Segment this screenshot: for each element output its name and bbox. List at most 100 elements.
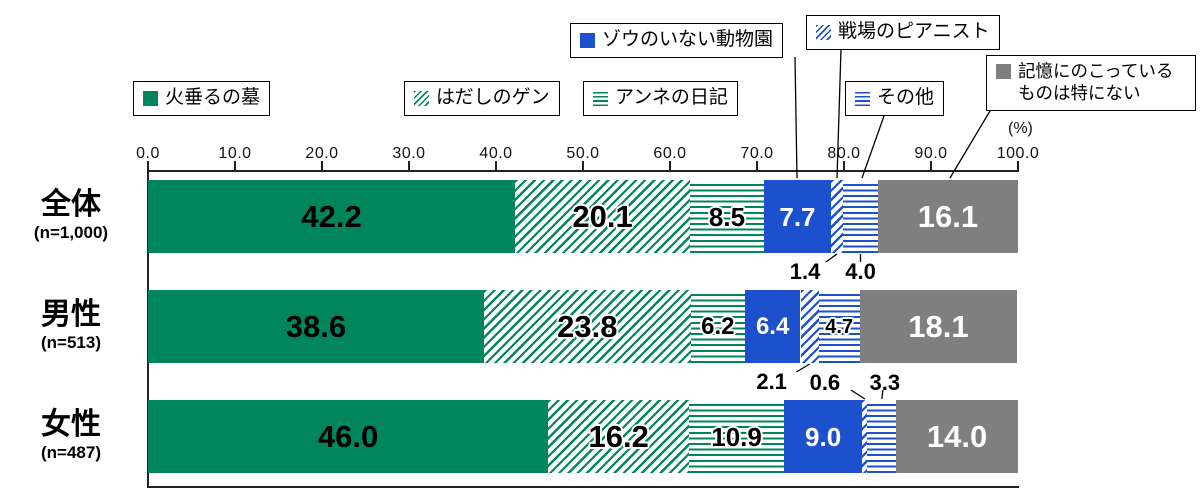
- segment-value-label: 16.2: [588, 419, 649, 454]
- category-label: 女性: [41, 408, 101, 441]
- axis-tick-label: 40.0: [479, 145, 513, 162]
- legend-anne-no-nikki: アンネの日記: [583, 81, 738, 116]
- axis-tick-label: 100.0: [996, 145, 1040, 162]
- segment-value-label: 8.5: [708, 201, 746, 232]
- category-n-label: (n=513): [41, 332, 101, 352]
- bar-segment: 4.7: [818, 290, 860, 363]
- axis-tick-label: 80.0: [827, 145, 861, 162]
- legend-hadashi-no-gen: はだしのゲン: [404, 81, 560, 116]
- segment-value-label: 18.1: [908, 309, 969, 344]
- legend-label: その他: [877, 87, 935, 108]
- bar-segment: 42.2: [148, 180, 516, 253]
- bar-segment: 6.4: [744, 290, 801, 363]
- axis-tick-label: 70.0: [740, 145, 774, 162]
- bar-segment: [867, 400, 897, 473]
- segment-value-label: 6.4: [755, 312, 790, 340]
- segment-value-label: 10.9: [711, 421, 762, 452]
- axis-tick-label: 30.0: [392, 145, 426, 162]
- segment-value-label: 42.2: [301, 199, 362, 234]
- bar-segment: [800, 290, 819, 363]
- segment-value-label: 4.7: [825, 315, 854, 338]
- legend-label: アンネの日記: [615, 87, 728, 108]
- legend-label: 記憶にのこっているものは特にない: [1018, 61, 1174, 103]
- bar-segment: 23.8: [483, 290, 691, 363]
- callout-value: 3.3: [869, 370, 901, 395]
- segment-value-label: 14.0: [926, 419, 988, 454]
- category-label: 全体: [41, 188, 101, 221]
- legend-zou-no-inai-doubutsuen: ゾウのいない動物園: [570, 23, 784, 58]
- axis-tick: [669, 161, 671, 170]
- bar-segment: [830, 180, 844, 253]
- bar-segment: 16.2: [548, 400, 690, 473]
- category-n-label: (n=1,000): [33, 222, 109, 242]
- axis-tick-label: 90.0: [914, 145, 948, 162]
- bar-segment: 14.0: [896, 400, 1018, 473]
- bar-segment: 16.1: [877, 180, 1018, 253]
- axis-tick: [234, 161, 236, 170]
- bar-segment: 10.9: [689, 400, 784, 473]
- bar-segment: 7.7: [763, 180, 831, 253]
- row-label: 女性 (n=487): [0, 408, 142, 463]
- axis-tick: [321, 161, 323, 170]
- axis-tick-label: 60.0: [653, 145, 687, 162]
- axis-tick: [582, 161, 584, 170]
- legend-anne-no-nikki-marker-icon: [593, 90, 608, 106]
- axis-tick: [147, 161, 149, 170]
- axis-tick-label: 0.0: [136, 145, 160, 162]
- legend-hotaru-no-haka-marker-icon: [143, 90, 158, 106]
- bar-segment: 20.1: [515, 180, 690, 253]
- category-n-label: (n=487): [41, 442, 101, 462]
- callout-value: 2.1: [756, 369, 787, 394]
- axis-tick-label: 20.0: [305, 145, 339, 162]
- legend-label: ゾウのいない動物園: [602, 29, 774, 50]
- legend-senjou-no-pianist: 戦場のピアニスト: [806, 15, 1000, 50]
- segment-value-label: 9.0: [805, 421, 842, 452]
- segment-value-label: 23.8: [557, 309, 618, 344]
- segment-value-label: 7.7: [779, 201, 816, 232]
- legend-hotaru-no-haka: 火垂るの墓: [133, 81, 271, 116]
- legend-sonota: その他: [845, 81, 945, 116]
- callout-value: 4.0: [845, 259, 876, 284]
- callout-value: 0.6: [809, 370, 841, 395]
- x-axis-line: [147, 170, 1019, 172]
- axis-tick: [930, 161, 932, 170]
- legend-sonota-marker-icon: [855, 90, 870, 106]
- segment-value-label: 6.2: [701, 312, 735, 340]
- axis-tick-label: 10.0: [218, 145, 252, 162]
- legend-label: 戦場のピアニスト: [838, 21, 990, 42]
- bar-segment: [862, 400, 868, 473]
- bar-segment: 9.0: [783, 400, 863, 473]
- axis-tick-label: 50.0: [566, 145, 600, 162]
- axis-tick: [1017, 161, 1019, 170]
- segment-value-label: 16.1: [917, 199, 979, 234]
- axis-tick: [495, 161, 497, 170]
- legend-kioku-ni-nokoru-mono-nashi: 記憶にのこっているものは特にない: [986, 55, 1196, 111]
- legend-senjou-no-pianist-marker-icon: [816, 24, 831, 40]
- row-label: 全体 (n=1,000): [0, 188, 142, 243]
- y-axis-line: [147, 170, 149, 487]
- bar-segment: [843, 180, 878, 253]
- segment-value-label: 38.6: [285, 309, 347, 344]
- bottom-axis-line: [147, 486, 1019, 488]
- category-label: 男性: [41, 298, 101, 331]
- bar-segment: 46.0: [148, 400, 549, 473]
- bar-segment: 18.1: [859, 290, 1018, 363]
- segment-value-label: 46.0: [317, 419, 379, 454]
- callout-value: 1.4: [789, 259, 821, 284]
- legend-label: はだしのゲン: [436, 87, 550, 108]
- bar-segment: 8.5: [690, 180, 764, 253]
- legend-kioku-marker-icon: [996, 64, 1011, 79]
- legend-label: 火垂るの墓: [165, 87, 261, 108]
- bar-segment: 6.2: [690, 290, 745, 363]
- segment-value-label: 20.1: [572, 199, 633, 234]
- legend-hadashi-no-gen-marker-icon: [414, 90, 429, 106]
- axis-tick: [408, 161, 410, 170]
- bar-segment: 38.6: [148, 290, 484, 363]
- percent-unit-label: (%): [1008, 120, 1033, 137]
- row-label: 男性 (n=513): [0, 298, 142, 353]
- axis-tick: [843, 161, 845, 170]
- axis-tick: [756, 161, 758, 170]
- legend-zou-no-inai-doubutsuen-marker-icon: [580, 32, 595, 48]
